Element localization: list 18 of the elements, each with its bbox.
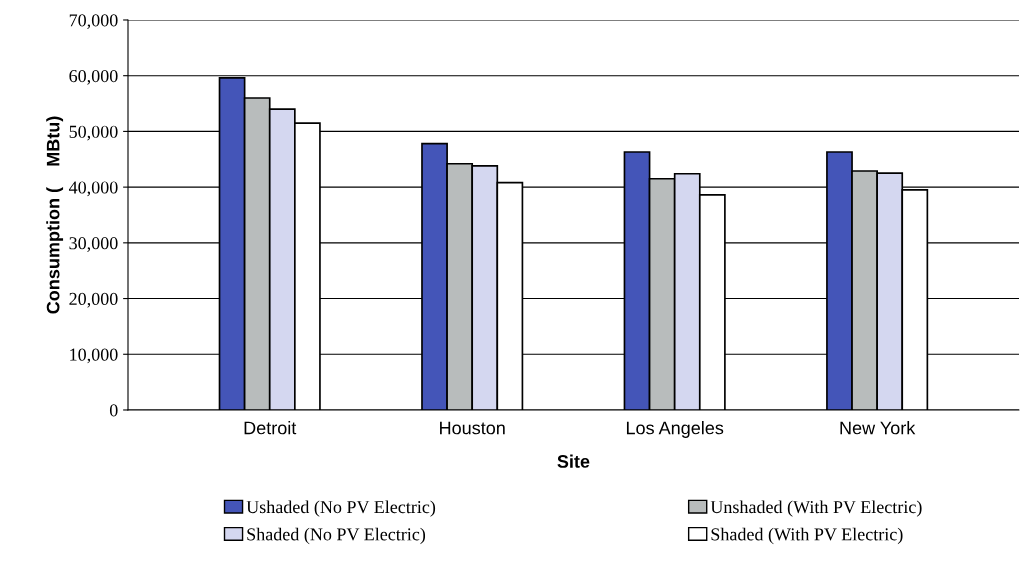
legend-label: Shaded (With PV Electric) bbox=[711, 527, 903, 545]
legend-label: Ushaded (No PV Electric) bbox=[246, 500, 436, 517]
y-tick-label: 10,000 bbox=[70, 348, 118, 364]
y-tick-label: 30,000 bbox=[69, 237, 118, 252]
y-axis-title: Consumption ( MBtu) bbox=[46, 116, 64, 314]
y-tick-label: 50,000 bbox=[69, 125, 118, 141]
y-tick-label: 20,000 bbox=[69, 292, 118, 308]
legend-label: Shaded (No PV Electric) bbox=[247, 527, 426, 545]
y-tick-label: 70,000 bbox=[69, 14, 118, 30]
x-tick-label: Los Angeles bbox=[626, 421, 724, 438]
legend-label: Unshaded (With PV Electric) bbox=[710, 500, 922, 517]
y-tick-label: 60,000 bbox=[69, 69, 118, 85]
x-tick-label: New York bbox=[840, 421, 916, 435]
x-axis-title: Site bbox=[557, 454, 590, 468]
y-tick-label: 40,000 bbox=[68, 181, 118, 197]
x-tick-label: Detroit bbox=[244, 421, 297, 435]
x-tick-label: Houston bbox=[440, 421, 505, 435]
y-tick-label: 0 bbox=[109, 404, 118, 417]
